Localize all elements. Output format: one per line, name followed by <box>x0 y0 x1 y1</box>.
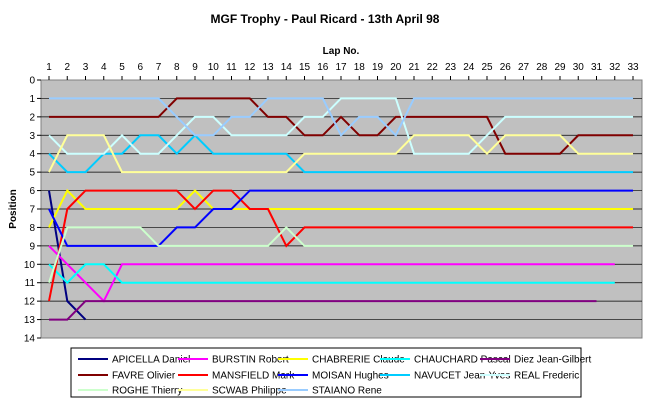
series-line-7 <box>48 189 633 247</box>
y-tick-label-14: 14 <box>24 334 36 345</box>
x-tick-label-20: 20 <box>390 62 402 73</box>
legend-label-12: STAIANO Rene <box>312 386 382 397</box>
series-line-1 <box>48 245 615 303</box>
y-tick-label-9: 9 <box>29 241 35 252</box>
x-tick-label-14: 14 <box>281 62 293 73</box>
series-line-11 <box>48 134 633 174</box>
legend-label-4: Diez Jean-Gilbert <box>514 355 591 366</box>
x-tick-label-28: 28 <box>536 62 548 73</box>
series-line-4 <box>49 300 597 321</box>
x-tick-label-12: 12 <box>244 62 256 73</box>
y-tick-label-10: 10 <box>24 260 36 271</box>
x-tick-label-2: 2 <box>64 62 70 73</box>
legend-label-7: MOISAN Hughes <box>312 371 389 382</box>
x-tick-label-16: 16 <box>317 62 329 73</box>
series-line-12 <box>49 97 633 137</box>
legend-label-9: REAL Frederic <box>514 371 579 382</box>
series-line-6 <box>48 189 633 302</box>
x-tick-label-31: 31 <box>591 62 603 73</box>
y-tick-label-3: 3 <box>29 131 35 142</box>
x-tick-label-11: 11 <box>226 62 237 73</box>
y-tick-label-4: 4 <box>29 149 35 160</box>
x-tick-label-23: 23 <box>445 62 457 73</box>
x-tick-label-3: 3 <box>83 62 89 73</box>
legend-label-10: ROGHE Thierry <box>112 386 182 397</box>
series-line-3 <box>48 263 615 285</box>
legend-label-8: NAVUCET Jean-Yves <box>414 371 510 382</box>
series-line-8 <box>48 133 633 174</box>
x-axis-title: Lap No. <box>323 46 360 57</box>
x-tick-label-9: 9 <box>192 62 198 73</box>
series-line-10 <box>48 225 633 284</box>
legend-label-1: BURSTIN Robert <box>212 355 289 366</box>
y-tick-label-5: 5 <box>29 168 35 179</box>
x-tick-label-30: 30 <box>573 62 585 73</box>
x-tick-label-19: 19 <box>372 62 384 73</box>
x-tick-label-27: 27 <box>518 62 530 73</box>
series-line-9 <box>48 97 633 155</box>
legend-label-3: CHAUCHARD Pascal <box>414 355 511 366</box>
legend-box <box>70 347 582 398</box>
y-tick-label-7: 7 <box>29 205 35 216</box>
legend-label-0: APICELLA Daniel <box>112 355 190 366</box>
legend-label-2: CHABRERIE Claude <box>312 355 405 366</box>
y-tick-label-13: 13 <box>24 315 36 326</box>
x-tick-label-1: 1 <box>46 62 52 73</box>
legend-label-6: MANSFIELD Mark <box>212 371 295 382</box>
x-tick-label-26: 26 <box>500 62 512 73</box>
x-tick-label-21: 21 <box>408 62 420 73</box>
x-tick-label-24: 24 <box>463 62 475 73</box>
y-tick-label-6: 6 <box>29 186 35 197</box>
y-tick-label-0: 0 <box>29 76 35 87</box>
x-tick-label-7: 7 <box>156 62 162 73</box>
y-tick-label-8: 8 <box>29 223 35 234</box>
chart-title: MGF Trophy - Paul Ricard - 13th April 98 <box>211 12 440 26</box>
y-axis-title: Position <box>8 189 19 228</box>
legend-label-5: FAVRE Olivier <box>112 371 176 382</box>
y-tick-label-11: 11 <box>25 278 36 289</box>
y-tick-label-12: 12 <box>24 297 36 308</box>
x-tick-label-13: 13 <box>262 62 274 73</box>
x-tick-label-32: 32 <box>609 62 621 73</box>
x-tick-label-18: 18 <box>354 62 366 73</box>
x-tick-label-33: 33 <box>627 62 639 73</box>
x-tick-label-15: 15 <box>299 62 311 73</box>
y-tick-label-1: 1 <box>29 94 35 105</box>
series-line-2 <box>48 188 633 228</box>
x-tick-label-29: 29 <box>554 62 566 73</box>
x-tick-label-10: 10 <box>208 62 220 73</box>
x-tick-label-25: 25 <box>481 62 493 73</box>
y-tick-label-2: 2 <box>29 112 35 123</box>
x-tick-label-5: 5 <box>119 62 125 73</box>
x-tick-label-22: 22 <box>427 62 439 73</box>
legend-label-11: SCWAB Philippe <box>212 386 287 397</box>
x-tick-label-6: 6 <box>137 62 143 73</box>
x-tick-label-4: 4 <box>101 62 107 73</box>
x-tick-label-8: 8 <box>174 62 180 73</box>
series-line-0 <box>48 190 87 321</box>
x-tick-label-17: 17 <box>335 62 347 73</box>
series-line-5 <box>49 97 633 155</box>
